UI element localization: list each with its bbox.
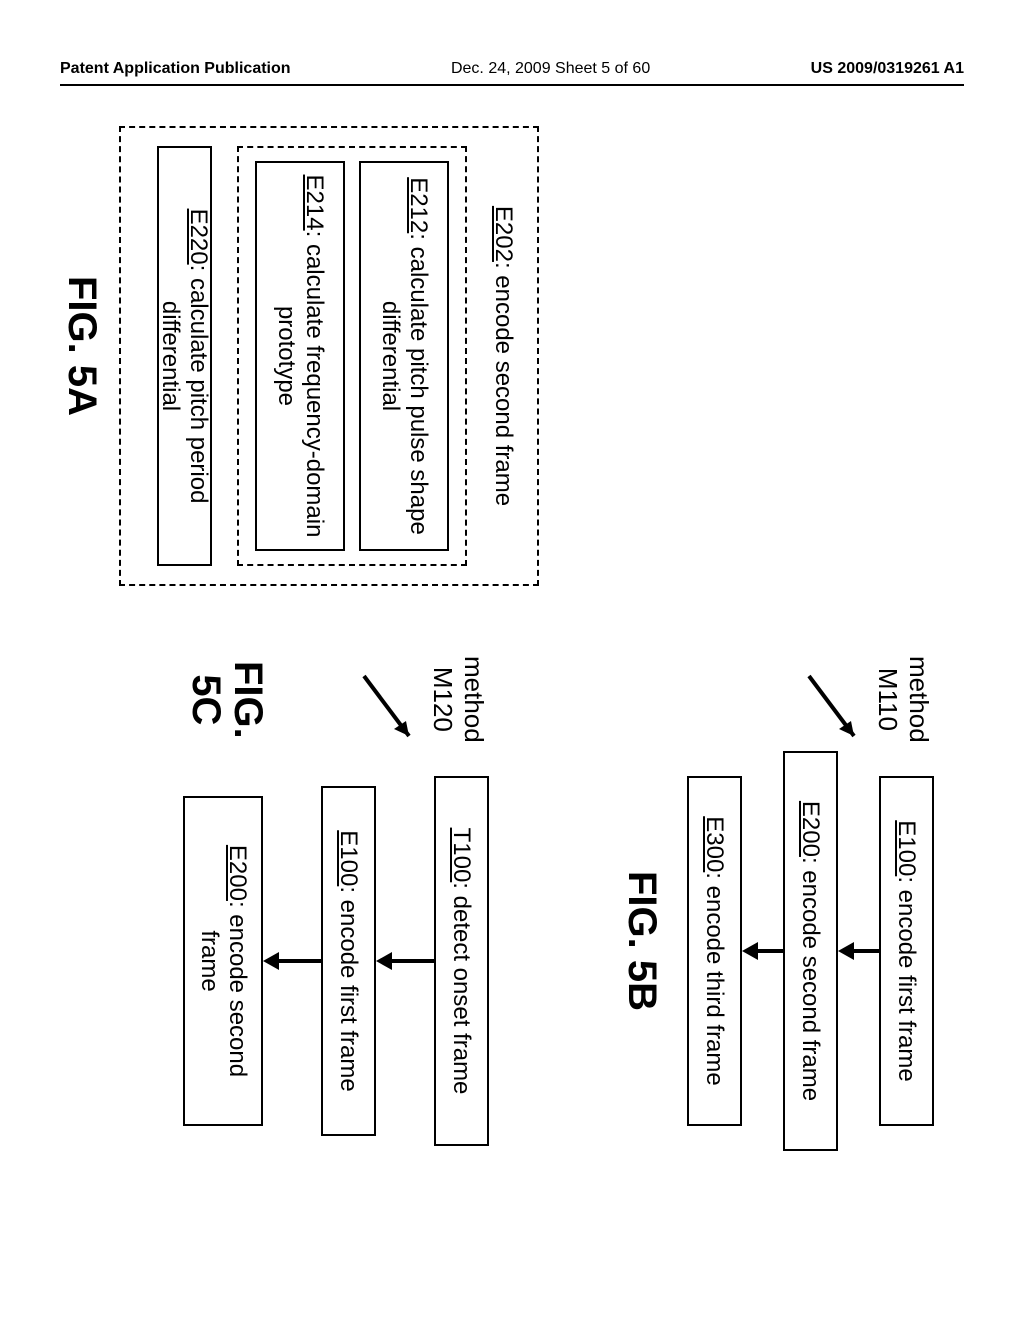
header-right: US 2009/0319261 A1 (811, 60, 964, 78)
fig5c-e100-ref: E100 (336, 830, 363, 886)
fig5b-e100-text: : encode first frame (894, 876, 921, 1081)
fig5c-e200-line1: E200: encode second (223, 845, 251, 1077)
fig5c-e100-box: E100: encode first frame (321, 786, 376, 1136)
fig5c-t100-ref: T100 (449, 828, 476, 883)
fig5b-e200-box: E200: encode second frame (783, 751, 838, 1151)
fig5b-arrow2-line (755, 949, 783, 953)
fig5c-e200-t1: : encode second (224, 901, 251, 1077)
fig5a-e212-line1: E212: calculate pitch pulse shape (404, 177, 432, 535)
fig5c-arrow1-line (389, 959, 434, 963)
fig5b-arrow2-head (742, 942, 758, 960)
fig5a-e202-ref: E202 (490, 206, 517, 262)
fig5a-e214-t1: : calculate frequency-domain (301, 231, 328, 538)
fig5c-e200-box: E200: encode second frame (183, 796, 263, 1126)
fig5a-e220-text: : calculate pitch period differential (158, 265, 213, 504)
fig5c-t100-line: T100: detect onset frame (448, 828, 476, 1095)
fig5c-e200-ref: E200 (224, 845, 251, 901)
rotated-content: E202: encode second frame E212: calculat… (0, 86, 964, 990)
fig5a-label: FIG. 5A (59, 276, 104, 416)
fig5c-method-id: M120 (428, 667, 458, 732)
fig5c-t100-box: T100: detect onset frame (434, 776, 489, 1146)
fig5b-method-id: M110 (873, 668, 903, 731)
fig5a-outer-e202: E202: encode second frame E212: calculat… (119, 126, 539, 586)
fig5b-label: FIG. 5B (619, 871, 664, 1011)
fig5b-arrow1-head (838, 942, 854, 960)
page: Patent Application Publication Dec. 24, … (60, 60, 964, 1260)
fig5c-arrow2-line (276, 959, 321, 963)
fig5b-e300-ref: E300 (702, 816, 729, 872)
fig5b-method-word: method (904, 656, 934, 743)
fig5c-e100-line: E100: encode first frame (335, 830, 363, 1091)
fig5a-e214-box: E214: calculate frequency-domain prototy… (255, 161, 345, 551)
landscape-canvas: E202: encode second frame E212: calculat… (60, 86, 964, 1186)
fig5b-pointer-arrow (799, 666, 869, 756)
fig5c-method-label: method M120 (427, 656, 489, 743)
fig5b-e300-text: : encode third frame (702, 872, 729, 1085)
fig5a-e202-title: E202: encode second frame (489, 206, 517, 506)
fig5b-e300-line: E300: encode third frame (701, 816, 729, 1086)
fig5b-e100-ref: E100 (894, 820, 921, 876)
fig5c-label: FIG. 5C (185, 661, 269, 739)
fig5c-method-word: method (459, 656, 489, 743)
fig5a-e214-ref: E214 (301, 175, 328, 231)
fig5a-e212-ref: E212 (405, 177, 432, 233)
fig5c-pointer-arrow (354, 666, 424, 756)
fig5c-arrow2-head (263, 952, 279, 970)
fig5b-e300-box: E300: encode third frame (687, 776, 742, 1126)
fig5c-label-l1: FIG. (226, 661, 270, 739)
fig5a-e220-line: E220: calculate pitch period differentia… (157, 158, 213, 554)
page-header: Patent Application Publication Dec. 24, … (60, 60, 964, 86)
fig5a-e214-line2: prototype (272, 306, 300, 406)
fig5b-e200-ref: E200 (798, 801, 825, 857)
fig5c-e200-line2: frame (195, 930, 223, 991)
fig5a-inner-e210-group: E212: calculate pitch pulse shape differ… (237, 146, 467, 566)
fig5b-e200-line: E200: encode second frame (797, 801, 825, 1101)
fig5a-e214-line1: E214: calculate frequency-domain (300, 175, 328, 538)
fig5a-e212-line2: differential (376, 301, 404, 411)
fig5b-e200-text: : encode second frame (798, 857, 825, 1101)
header-left: Patent Application Publication (60, 60, 291, 78)
fig5a-e212-t1: : calculate pitch pulse shape (405, 233, 432, 535)
fig5b-e100-box: E100: encode first frame (879, 776, 934, 1126)
fig5b-method-label: method M110 (872, 656, 934, 743)
fig5b-arrow1-line (851, 949, 879, 953)
fig5c-t100-text: : detect onset frame (449, 882, 476, 1094)
fig5c-arrow1-head (376, 952, 392, 970)
fig5c-e100-text: : encode first frame (336, 886, 363, 1091)
fig5a-e220-box: E220: calculate pitch period differentia… (157, 146, 212, 566)
header-mid: Dec. 24, 2009 Sheet 5 of 60 (451, 60, 650, 78)
fig5c-label-l2: 5C (184, 674, 228, 725)
fig5a-e220-ref: E220 (186, 209, 213, 265)
fig5a-e212-box: E212: calculate pitch pulse shape differ… (359, 161, 449, 551)
fig5b-e100-line: E100: encode first frame (893, 820, 921, 1081)
fig5a-e202-text: : encode second frame (490, 262, 517, 506)
